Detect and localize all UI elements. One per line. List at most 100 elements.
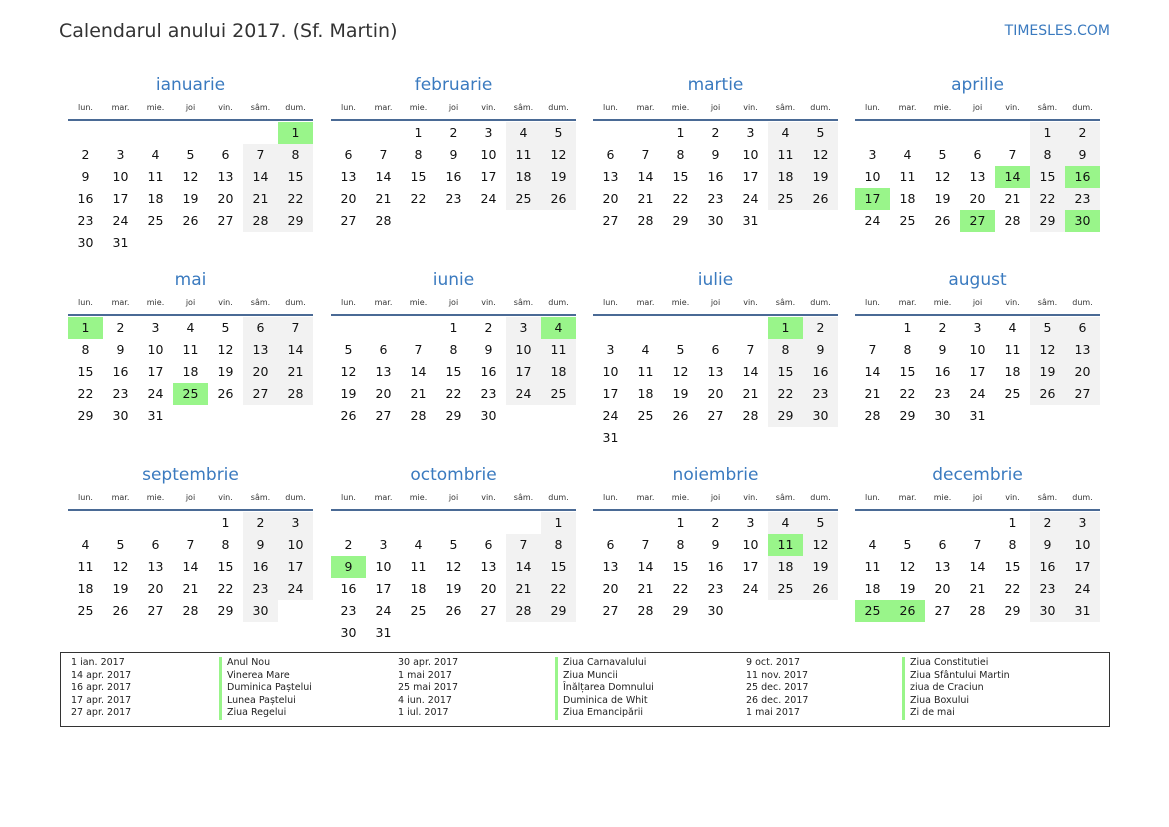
empty-cell — [995, 122, 1030, 144]
day-cell: 31 — [147, 408, 164, 423]
day-cell: 6 — [243, 317, 278, 339]
weekday-label: sâm. — [775, 493, 796, 502]
day-cell: 13 — [217, 169, 234, 184]
weekday-label: mar. — [898, 493, 917, 502]
weekday-label: dum. — [548, 493, 569, 502]
day-cell: 30 — [707, 603, 724, 618]
weekday-label: vin. — [218, 493, 233, 502]
day-cell: 25 — [506, 188, 541, 210]
day-cell: 14 — [637, 559, 654, 574]
day-cell: 6 — [973, 147, 982, 162]
weekday-label: mar. — [111, 298, 130, 307]
weekday-label: vin. — [743, 298, 758, 307]
weekday-label: dum. — [1072, 298, 1093, 307]
day-cell: 31 — [375, 625, 392, 640]
weekday-header: lun. mar. mie. joi vin. sâm. dum. — [855, 296, 1100, 310]
weekday-label: vin. — [218, 103, 233, 112]
month-mai: mai lun. mar. mie. joi vin. sâm. dum. 1 2 3 4 5 6 7 8 9 1… — [68, 268, 313, 427]
day-cell: 12 — [1030, 339, 1065, 361]
day-cell: 22 — [541, 578, 576, 600]
weekday-label: dum. — [1072, 493, 1093, 502]
day-cell: 8 — [449, 342, 458, 357]
day-cell: 1 — [1008, 515, 1017, 530]
header-rule — [593, 509, 838, 511]
day-cell: 17 — [742, 559, 759, 574]
day-cell: 11 — [506, 144, 541, 166]
weekday-label: vin. — [1005, 493, 1020, 502]
day-cell: 22 — [672, 581, 689, 596]
day-cell: 17 — [969, 364, 986, 379]
day-cell: 26 — [803, 578, 838, 600]
month-aprilie: aprilie lun. mar. mie. joi vin. sâm. dum. 1 2 3 4 5 6… — [855, 73, 1100, 232]
day-grid: 1 2 3 4 5 6 7 8 9 10 11 12 13 14 15 16 17 18 19 20 21 22 23 24 2… — [593, 512, 838, 622]
day-cell: 28 — [637, 603, 654, 618]
weekday-label: mie. — [146, 298, 165, 307]
day-cell: 4 — [641, 342, 650, 357]
weekday-label: lun. — [865, 103, 880, 112]
weekday-label: vin. — [1005, 103, 1020, 112]
day-cell: 9 — [484, 342, 493, 357]
weekday-label: vin. — [743, 103, 758, 112]
day-cell: 8 — [768, 339, 803, 361]
legend-holiday-name: Ziua Emancipării — [555, 707, 654, 720]
day-cell: 19 — [112, 581, 129, 596]
weekday-label: dum. — [810, 493, 831, 502]
day-grid: 1 2 3 4 5 6 7 8 9 10 11 12 13 14 15 16 17 18 19 20 21 22 23 24 2… — [331, 512, 576, 644]
weekday-header: lun. mar. mie. joi vin. sâm. dum. — [331, 491, 576, 505]
day-cell: 24 — [480, 191, 497, 206]
weekday-label: dum. — [285, 103, 306, 112]
empty-cell — [243, 122, 278, 144]
day-cell: 29 — [1030, 210, 1065, 232]
day-cell: 25 — [899, 213, 916, 228]
day-grid: 1 2 3 4 5 6 7 8 9 10 11 12 13 14 15 16 17 18 19 20 21 22 23 24 2… — [331, 122, 576, 232]
day-cell: 21 — [182, 581, 199, 596]
legend-holiday-name: ziua de Craciun — [902, 682, 1010, 695]
holiday-day: 1 — [278, 122, 313, 144]
header-rule — [68, 119, 313, 121]
weekday-label: sâm. — [250, 298, 271, 307]
day-cell: 25 — [541, 383, 576, 405]
day-cell: 13 — [340, 169, 357, 184]
weekday-label: lun. — [865, 493, 880, 502]
day-cell: 5 — [676, 342, 685, 357]
day-cell: 4 — [1008, 320, 1017, 335]
day-cell: 8 — [541, 534, 576, 556]
day-cell: 12 — [672, 364, 689, 379]
weekday-label: lun. — [603, 103, 618, 112]
holiday-day: 4 — [541, 317, 576, 339]
weekday-label: mie. — [409, 103, 428, 112]
day-cell: 7 — [641, 147, 650, 162]
day-cell: 19 — [217, 364, 234, 379]
day-cell: 16 — [803, 361, 838, 383]
day-cell: 13 — [243, 339, 278, 361]
day-cell: 10 — [112, 169, 129, 184]
weekday-label: sâm. — [513, 493, 534, 502]
weekday-label: mie. — [671, 103, 690, 112]
legend-date: 1 iul. 2017 — [398, 707, 449, 719]
day-cell: 15 — [541, 556, 576, 578]
weekday-label: sâm. — [513, 298, 534, 307]
day-cell: 3 — [606, 342, 615, 357]
day-cell: 27 — [340, 213, 357, 228]
legend-date: 27 apr. 2017 — [71, 707, 132, 719]
day-cell: 1 — [449, 320, 458, 335]
day-cell: 28 — [410, 408, 427, 423]
brand-link[interactable]: TIMESLES.COM — [1004, 23, 1110, 39]
weekday-header: lun. mar. mie. joi vin. sâm. dum. — [593, 101, 838, 115]
empty-cell — [890, 512, 925, 534]
day-cell: 5 — [541, 122, 576, 144]
day-cell: 27 — [217, 213, 234, 228]
day-cell: 31 — [969, 408, 986, 423]
day-cell: 19 — [803, 166, 838, 188]
day-cell: 4 — [768, 512, 803, 534]
day-cell: 25 — [768, 578, 803, 600]
day-cell: 22 — [1030, 188, 1065, 210]
day-cell: 10 — [969, 342, 986, 357]
empty-cell — [331, 122, 366, 144]
day-cell: 6 — [221, 147, 230, 162]
month-august: august lun. mar. mie. joi vin. sâm. dum. 1 2 3 4 5 6 7… — [855, 268, 1100, 427]
weekday-label: mie. — [409, 493, 428, 502]
day-cell: 31 — [602, 430, 619, 445]
weekday-label: lun. — [865, 298, 880, 307]
day-cell: 29 — [1004, 603, 1021, 618]
